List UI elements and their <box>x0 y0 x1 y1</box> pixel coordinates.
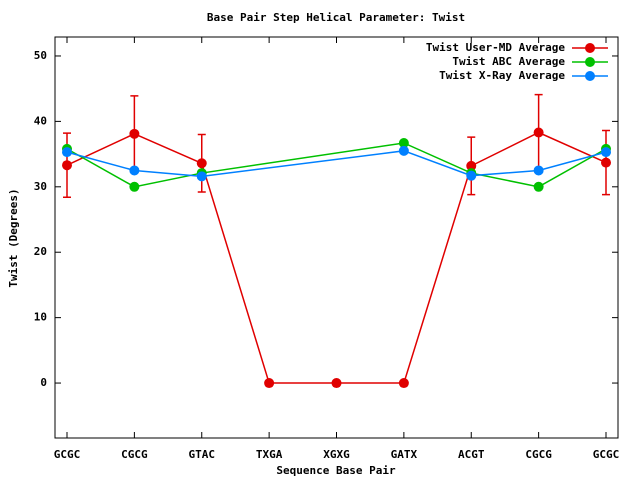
x-tick-label: GCGC <box>54 448 81 461</box>
data-point <box>129 181 140 192</box>
legend-label: Twist X-Ray Average <box>439 69 565 82</box>
data-point <box>533 181 544 192</box>
legend-swatch <box>585 71 595 81</box>
x-tick-label: TXGA <box>256 448 283 461</box>
x-tick-label: CGCG <box>121 448 148 461</box>
x-tick-label: XGXG <box>323 448 350 461</box>
x-tick-label: GATX <box>391 448 418 461</box>
chart-title: Base Pair Step Helical Parameter: Twist <box>207 11 465 24</box>
legend-label: Twist ABC Average <box>452 55 565 68</box>
y-tick-label: 20 <box>34 245 47 258</box>
data-point <box>601 157 611 168</box>
legend-swatch <box>585 57 595 67</box>
plot-frame <box>54 36 619 439</box>
data-point <box>331 378 342 389</box>
data-point <box>129 128 140 139</box>
data-point <box>466 160 477 171</box>
y-tick-label: 10 <box>34 311 47 324</box>
y-axis-label: Twist (Degrees) <box>7 188 20 287</box>
data-point <box>62 160 72 171</box>
y-tick-label: 50 <box>34 49 47 62</box>
data-point <box>264 378 275 389</box>
data-point <box>533 165 544 176</box>
y-tick-label: 30 <box>34 180 47 193</box>
x-tick-label: CGCG <box>525 448 552 461</box>
data-point <box>129 165 140 176</box>
y-tick-label: 0 <box>40 376 47 389</box>
series-line <box>66 150 607 178</box>
data-point <box>533 127 544 138</box>
data-point <box>62 147 72 158</box>
data-point <box>466 170 477 181</box>
series-line <box>66 131 607 384</box>
legend-swatch <box>585 43 595 53</box>
data-point <box>398 137 409 148</box>
x-axis-label: Sequence Base Pair <box>276 464 396 477</box>
data-point <box>398 145 409 156</box>
x-tick-label: ACGT <box>458 448 485 461</box>
data-point <box>601 147 611 158</box>
legend-label: Twist User-MD Average <box>426 41 565 54</box>
series-line <box>66 142 607 188</box>
y-tick-label: 40 <box>34 114 47 127</box>
x-tick-label: GCGC <box>593 448 620 461</box>
x-tick-label: GTAC <box>189 448 216 461</box>
data-point <box>196 171 207 182</box>
data-point <box>196 158 207 169</box>
data-point <box>398 378 409 389</box>
